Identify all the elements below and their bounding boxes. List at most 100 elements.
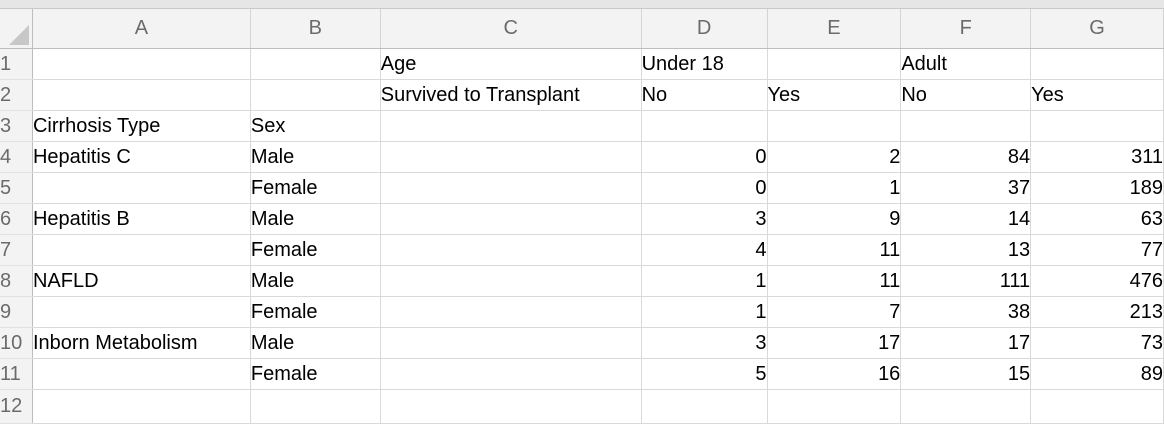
- column-header-e[interactable]: E: [767, 9, 902, 49]
- cell-e9[interactable]: 7: [767, 296, 902, 328]
- cell-e6[interactable]: 9: [767, 203, 902, 235]
- cell-c3[interactable]: [380, 110, 642, 142]
- cell-f1[interactable]: Adult: [900, 48, 1032, 80]
- cell-c5[interactable]: [380, 172, 642, 204]
- cell-c12[interactable]: [380, 389, 642, 424]
- cell-g5[interactable]: 189: [1030, 172, 1164, 204]
- cell-g9[interactable]: 213: [1030, 296, 1164, 328]
- cell-b5[interactable]: Female: [250, 172, 381, 204]
- cell-f6[interactable]: 14: [900, 203, 1032, 235]
- cell-e8[interactable]: 11: [767, 265, 902, 297]
- cell-f10[interactable]: 17: [900, 327, 1032, 359]
- cell-d6[interactable]: 3: [641, 203, 768, 235]
- row-header[interactable]: 6: [0, 203, 33, 235]
- cell-a10[interactable]: Inborn Metabolism: [32, 327, 251, 359]
- cell-g2[interactable]: Yes: [1030, 79, 1164, 111]
- cell-d4[interactable]: 0: [641, 141, 768, 173]
- row-header[interactable]: 4: [0, 141, 33, 173]
- cell-d9[interactable]: 1: [641, 296, 768, 328]
- cell-d3[interactable]: [641, 110, 768, 142]
- cell-g12[interactable]: [1030, 389, 1164, 424]
- cell-e5[interactable]: 1: [767, 172, 902, 204]
- cell-e2[interactable]: Yes: [767, 79, 902, 111]
- cell-d5[interactable]: 0: [641, 172, 768, 204]
- cell-c8[interactable]: [380, 265, 642, 297]
- cell-c1[interactable]: Age: [380, 48, 642, 80]
- cell-d11[interactable]: 5: [641, 358, 768, 390]
- cell-f7[interactable]: 13: [900, 234, 1032, 266]
- row-header[interactable]: 7: [0, 234, 33, 266]
- cell-a9[interactable]: [32, 296, 251, 328]
- cell-f12[interactable]: [900, 389, 1032, 424]
- row-header[interactable]: 10: [0, 327, 33, 359]
- row-header[interactable]: 9: [0, 296, 33, 328]
- cell-e12[interactable]: [767, 389, 902, 424]
- cell-b11[interactable]: Female: [250, 358, 381, 390]
- cell-f3[interactable]: [900, 110, 1032, 142]
- cell-b4[interactable]: Male: [250, 141, 381, 173]
- cell-g1[interactable]: [1030, 48, 1164, 80]
- cell-e3[interactable]: [767, 110, 902, 142]
- cell-c7[interactable]: [380, 234, 642, 266]
- cell-c2[interactable]: Survived to Transplant: [380, 79, 642, 111]
- cell-b12[interactable]: [250, 389, 381, 424]
- row-header[interactable]: 11: [0, 358, 33, 390]
- cell-e4[interactable]: 2: [767, 141, 902, 173]
- cell-a12[interactable]: [32, 389, 251, 424]
- cell-a6[interactable]: Hepatitis B: [32, 203, 251, 235]
- cell-g8[interactable]: 476: [1030, 265, 1164, 297]
- cell-a5[interactable]: [32, 172, 251, 204]
- cell-g10[interactable]: 73: [1030, 327, 1164, 359]
- cell-f4[interactable]: 84: [900, 141, 1032, 173]
- column-header-a[interactable]: A: [32, 9, 251, 49]
- cell-b9[interactable]: Female: [250, 296, 381, 328]
- cell-g3[interactable]: [1030, 110, 1164, 142]
- cell-g6[interactable]: 63: [1030, 203, 1164, 235]
- cell-f8[interactable]: 111: [900, 265, 1032, 297]
- cell-c6[interactable]: [380, 203, 642, 235]
- cell-f5[interactable]: 37: [900, 172, 1032, 204]
- cell-b7[interactable]: Female: [250, 234, 381, 266]
- cell-b8[interactable]: Male: [250, 265, 381, 297]
- cell-g11[interactable]: 89: [1030, 358, 1164, 390]
- select-all-corner[interactable]: [0, 9, 33, 49]
- cell-e7[interactable]: 11: [767, 234, 902, 266]
- cell-g7[interactable]: 77: [1030, 234, 1164, 266]
- column-header-f[interactable]: F: [900, 9, 1032, 49]
- cell-g4[interactable]: 311: [1030, 141, 1164, 173]
- cell-b1[interactable]: [250, 48, 381, 80]
- cell-e10[interactable]: 17: [767, 327, 902, 359]
- cell-c9[interactable]: [380, 296, 642, 328]
- cell-b3[interactable]: Sex: [250, 110, 381, 142]
- cell-f2[interactable]: No: [900, 79, 1032, 111]
- cell-b6[interactable]: Male: [250, 203, 381, 235]
- cell-a7[interactable]: [32, 234, 251, 266]
- cell-d8[interactable]: 1: [641, 265, 768, 297]
- cell-c11[interactable]: [380, 358, 642, 390]
- row-header[interactable]: 5: [0, 172, 33, 204]
- cell-f9[interactable]: 38: [900, 296, 1032, 328]
- column-header-c[interactable]: C: [380, 9, 642, 49]
- cell-d10[interactable]: 3: [641, 327, 768, 359]
- row-header[interactable]: 8: [0, 265, 33, 297]
- row-header[interactable]: 2: [0, 79, 33, 111]
- cell-e1[interactable]: [767, 48, 902, 80]
- column-header-d[interactable]: D: [641, 9, 768, 49]
- column-header-g[interactable]: G: [1030, 9, 1164, 49]
- cell-a2[interactable]: [32, 79, 251, 111]
- cell-d12[interactable]: [641, 389, 768, 424]
- cell-a8[interactable]: NAFLD: [32, 265, 251, 297]
- cell-e11[interactable]: 16: [767, 358, 902, 390]
- cell-a3[interactable]: Cirrhosis Type: [32, 110, 251, 142]
- cell-a1[interactable]: [32, 48, 251, 80]
- cell-b2[interactable]: [250, 79, 381, 111]
- cell-d7[interactable]: 4: [641, 234, 768, 266]
- row-header[interactable]: 3: [0, 110, 33, 142]
- cell-d2[interactable]: No: [641, 79, 768, 111]
- cell-a4[interactable]: Hepatitis C: [32, 141, 251, 173]
- column-header-b[interactable]: B: [250, 9, 381, 49]
- cell-c10[interactable]: [380, 327, 642, 359]
- cell-f11[interactable]: 15: [900, 358, 1032, 390]
- cell-a11[interactable]: [32, 358, 251, 390]
- cell-c4[interactable]: [380, 141, 642, 173]
